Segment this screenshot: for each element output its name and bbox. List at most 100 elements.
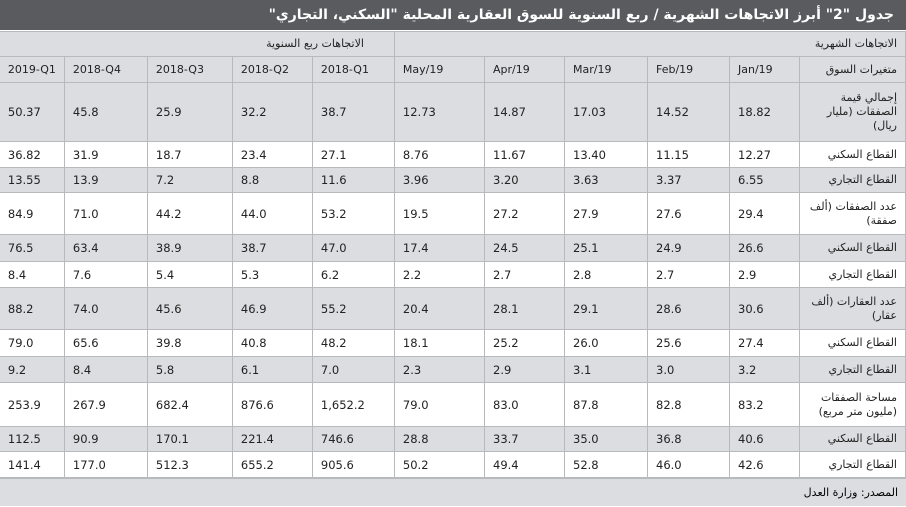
cell: 33.7	[484, 426, 565, 452]
cell: 26.0	[564, 329, 648, 357]
table-row: إجمالي قيمة الصفقات (مليار ريال) 18.82 14.…	[0, 82, 906, 142]
cell: 12.73	[393, 82, 486, 142]
column-header: Mar/19	[564, 56, 648, 83]
cell: 87.8	[564, 382, 648, 427]
cell: 25.1	[564, 234, 648, 262]
cell: 18.82	[729, 82, 800, 142]
cell: 38.7	[231, 234, 313, 262]
column-header: Apr/19	[484, 56, 565, 83]
cell: 3.20	[484, 167, 565, 193]
cell: 9.2	[0, 356, 65, 383]
row-label: مساحة الصفقات (مليون متر مربع)	[799, 382, 906, 427]
column-header: متغيرات السوق	[799, 56, 906, 83]
table-row: القطاع السكني 12.27 11.15 13.40 11.67 8.76 27.…	[0, 141, 906, 168]
cell: 46.9	[231, 287, 313, 330]
cell: 2.7	[647, 261, 730, 288]
cell: 27.9	[564, 192, 648, 235]
cell: 76.5	[0, 234, 65, 262]
cell: 48.2	[311, 329, 395, 357]
cell: 47.0	[311, 234, 395, 262]
cell: 655.2	[231, 451, 313, 478]
cell: 13.40	[564, 141, 648, 168]
cell: 253.9	[0, 382, 65, 427]
cell: 36.8	[647, 426, 730, 452]
cell: 14.52	[647, 82, 730, 142]
cell: 44.2	[146, 192, 233, 235]
cell: 23.4	[231, 141, 313, 168]
cell: 11.6	[311, 167, 395, 193]
cell: 19.5	[393, 192, 486, 235]
cell: 2.8	[564, 261, 648, 288]
cell: 40.6	[729, 426, 800, 452]
cell: 13.9	[63, 167, 148, 193]
cell: 71.0	[63, 192, 148, 235]
group-row: الاتجاهات الشهرية الاتجاهات ربع السنوية	[0, 31, 906, 57]
cell: 177.0	[63, 451, 148, 478]
cell: 876.6	[231, 382, 313, 427]
cell: 2.3	[393, 356, 486, 383]
cell: 170.1	[146, 426, 233, 452]
column-header: Jan/19	[729, 56, 800, 83]
cell: 79.0	[393, 382, 486, 427]
cell: 27.4	[729, 329, 800, 357]
cell: 29.1	[564, 287, 648, 330]
cell: 221.4	[231, 426, 313, 452]
cell: 3.2	[729, 356, 800, 383]
cell: 30.6	[729, 287, 800, 330]
table-row: القطاع التجاري 3.2 3.0 3.1 2.9 2.3 7.0 6.1 5.8 8.…	[0, 356, 906, 383]
cell: 17.03	[564, 82, 648, 142]
cell: 27.2	[484, 192, 565, 235]
cell: 44.0	[231, 192, 313, 235]
cell: 3.96	[393, 167, 486, 193]
data-table: الاتجاهات الشهرية الاتجاهات ربع السنوية …	[0, 31, 906, 478]
cell: 20.4	[393, 287, 486, 330]
cell: 8.8	[231, 167, 313, 193]
row-label: القطاع التجاري	[799, 356, 906, 383]
cell: 84.9	[0, 192, 65, 235]
row-label: القطاع السكني	[799, 329, 906, 357]
cell: 88.2	[0, 287, 65, 330]
cell: 8.76	[393, 141, 486, 168]
cell: 25.2	[484, 329, 565, 357]
cell: 682.4	[146, 382, 233, 427]
cell: 2.2	[393, 261, 486, 288]
source: المصدر: وزارة العدل	[0, 478, 906, 506]
cell: 36.82	[0, 141, 65, 168]
column-header: 2018-Q1	[311, 56, 395, 83]
column-header: 2018-Q4	[63, 56, 148, 83]
table-row: عدد العقارات (ألف عقار) 30.6 28.6 29.1 28.1 2…	[0, 287, 906, 330]
cell: 18.1	[393, 329, 486, 357]
cell: 28.6	[647, 287, 730, 330]
cell: 11.15	[647, 141, 730, 168]
column-header: May/19	[393, 56, 486, 83]
table-row: عدد الصفقات (ألف صفقة) 29.4 27.6 27.9 27.2 19…	[0, 192, 906, 235]
cell: 3.63	[564, 167, 648, 193]
cell: 50.2	[393, 451, 486, 478]
row-label: القطاع التجاري	[799, 167, 906, 193]
cell: 6.55	[729, 167, 800, 193]
cell: 24.9	[647, 234, 730, 262]
cell: 49.4	[484, 451, 565, 478]
cell: 50.37	[0, 82, 65, 142]
cell: 31.9	[63, 141, 148, 168]
cell: 141.4	[0, 451, 65, 478]
column-header: 2018-Q2	[231, 56, 313, 83]
header-row: متغيرات السوق Jan/19 Feb/19 Mar/19 Apr/19 May…	[0, 56, 906, 83]
cell: 2.9	[484, 356, 565, 383]
cell: 3.0	[647, 356, 730, 383]
cell: 74.0	[63, 287, 148, 330]
cell: 79.0	[0, 329, 65, 357]
cell: 45.6	[146, 287, 233, 330]
cell: 25.6	[647, 329, 730, 357]
cell: 39.8	[146, 329, 233, 357]
cell: 26.6	[729, 234, 800, 262]
row-label: إجمالي قيمة الصفقات (مليار ريال)	[799, 82, 906, 142]
cell: 82.8	[647, 382, 730, 427]
cell: 12.27	[729, 141, 800, 168]
row-label: عدد الصفقات (ألف صفقة)	[799, 192, 906, 235]
title: جدول "2" أبرز الاتجاهات الشهرية / ربع ال…	[0, 0, 906, 31]
cell: 38.9	[146, 234, 233, 262]
table-row: القطاع السكني 27.4 25.6 26.0 25.2 18.1 48.2 40.…	[0, 329, 906, 357]
cell: 112.5	[0, 426, 65, 452]
